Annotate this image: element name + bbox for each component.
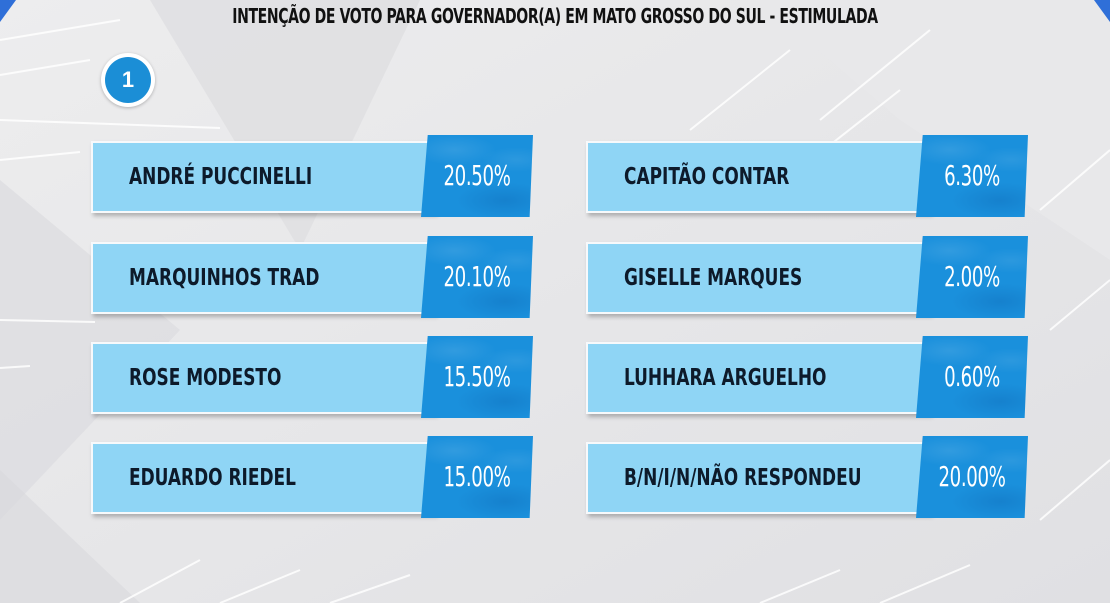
percentage-value: 15.50%	[443, 360, 511, 393]
percentage-box: 20.10%	[421, 236, 533, 318]
candidate-name: CAPITÃO CONTAR	[624, 164, 790, 190]
wave-texture	[916, 336, 1028, 418]
wave-texture	[421, 436, 533, 518]
candidate-name-box: EDUARDO RIEDEL	[91, 442, 436, 514]
percentage-value: 20.10%	[443, 260, 511, 293]
number-badge: 1	[101, 53, 155, 107]
candidate-name-box: CAPITÃO CONTAR	[586, 141, 931, 213]
candidate-card: LUHHARA ARGUELHO 0.60%	[586, 336, 1031, 418]
percentage-box: 2.00%	[916, 236, 1028, 318]
percentage-value: 15.00%	[443, 460, 511, 493]
candidate-name-box: GISELLE MARQUES	[586, 242, 931, 314]
wave-texture	[916, 236, 1028, 318]
candidate-card: ANDRÉ PUCCINELLI 20.50%	[91, 135, 536, 217]
percentage-value: 6.30%	[944, 159, 1000, 192]
candidate-card: ROSE MODESTO 15.50%	[91, 336, 536, 418]
wave-texture	[421, 236, 533, 318]
candidate-card: MARQUINHOS TRAD 20.10%	[91, 236, 536, 318]
candidate-name-box: B/N/I/N/NÃO RESPONDEU	[586, 442, 931, 514]
page-title: INTENÇÃO DE VOTO PARA GOVERNADOR(A) EM M…	[232, 4, 878, 28]
percentage-value: 20.50%	[443, 159, 511, 192]
candidate-card: B/N/I/N/NÃO RESPONDEU 20.00%	[586, 436, 1031, 518]
candidate-name: EDUARDO RIEDEL	[129, 465, 296, 491]
percentage-box: 20.50%	[421, 135, 533, 217]
candidate-name: ANDRÉ PUCCINELLI	[129, 164, 313, 190]
percentage-box: 20.00%	[916, 436, 1028, 518]
candidate-name-box: LUHHARA ARGUELHO	[586, 342, 931, 414]
candidate-name-box: MARQUINHOS TRAD	[91, 242, 436, 314]
percentage-box: 0.60%	[916, 336, 1028, 418]
percentage-value: 0.60%	[944, 360, 1000, 393]
candidate-name-box: ANDRÉ PUCCINELLI	[91, 141, 436, 213]
percentage-box: 15.50%	[421, 336, 533, 418]
wave-texture	[421, 135, 533, 217]
percentage-value: 20.00%	[938, 460, 1006, 493]
badge-number: 1	[105, 57, 151, 103]
candidate-name-box: ROSE MODESTO	[91, 342, 436, 414]
percentage-box: 15.00%	[421, 436, 533, 518]
candidate-name: GISELLE MARQUES	[624, 265, 803, 291]
candidate-card: CAPITÃO CONTAR 6.30%	[586, 135, 1031, 217]
wave-texture	[421, 336, 533, 418]
candidate-name: ROSE MODESTO	[129, 365, 282, 391]
candidate-name: LUHHARA ARGUELHO	[624, 365, 827, 391]
percentage-value: 2.00%	[944, 260, 1000, 293]
wave-texture	[916, 135, 1028, 217]
candidate-name: MARQUINHOS TRAD	[129, 265, 320, 291]
candidate-card: GISELLE MARQUES 2.00%	[586, 236, 1031, 318]
candidate-card: EDUARDO RIEDEL 15.00%	[91, 436, 536, 518]
candidate-name: B/N/I/N/NÃO RESPONDEU	[624, 465, 862, 491]
wave-texture	[916, 436, 1028, 518]
percentage-box: 6.30%	[916, 135, 1028, 217]
